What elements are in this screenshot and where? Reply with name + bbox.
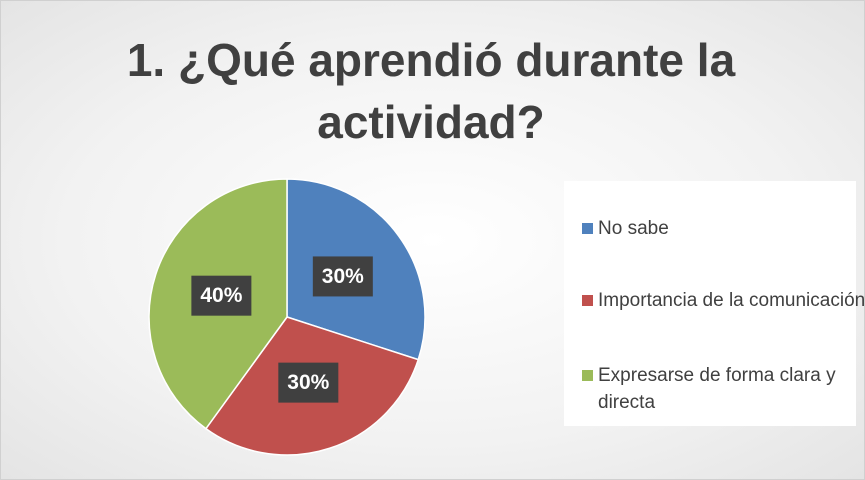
data-label: 30% <box>322 265 364 288</box>
data-label-box <box>191 275 252 316</box>
legend-item: Expresarse de forma clara y directa <box>580 362 864 416</box>
legend: No sabe Importancia de la comunicación Exp… <box>564 181 864 426</box>
legend-item: No sabe <box>580 215 864 242</box>
data-label-box <box>312 256 373 297</box>
data-label: 30% <box>287 371 329 394</box>
legend-label: Importancia de la comunicación <box>598 290 865 311</box>
legend-swatch <box>582 223 593 234</box>
data-label: 40% <box>200 284 242 307</box>
legend-item: Importancia de la comunicación <box>580 287 865 314</box>
chart-title: 1. ¿Qué aprendió durante la actividad? <box>126 34 736 148</box>
legend-label: Expresarse de forma clara y directa <box>598 365 836 413</box>
legend-swatch <box>582 370 593 381</box>
legend-label: No sabe <box>598 218 669 239</box>
legend-swatch <box>582 295 593 306</box>
data-label-box <box>278 362 339 403</box>
